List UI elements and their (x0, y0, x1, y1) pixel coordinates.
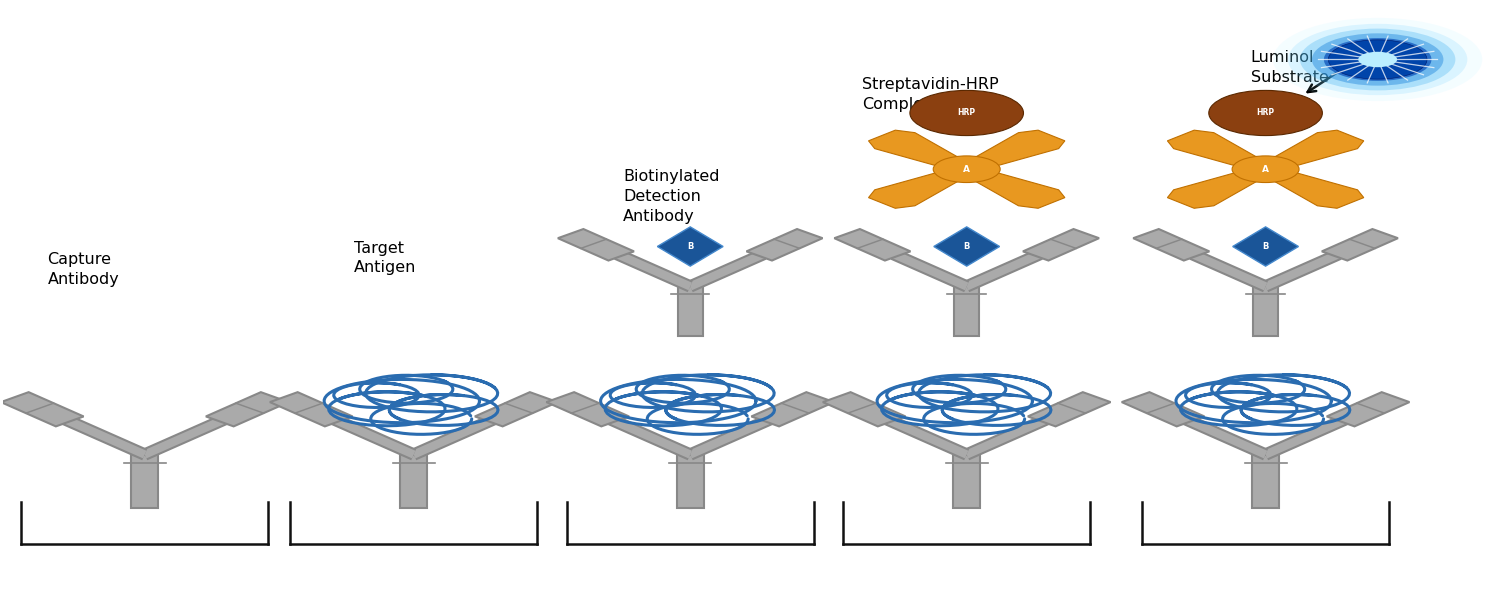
Polygon shape (868, 130, 974, 172)
Polygon shape (476, 392, 558, 427)
Polygon shape (1326, 392, 1410, 427)
Circle shape (1324, 38, 1431, 81)
FancyBboxPatch shape (678, 286, 702, 335)
Polygon shape (1122, 392, 1204, 427)
Circle shape (1358, 52, 1396, 67)
Text: B: B (1263, 242, 1269, 251)
Text: HRP: HRP (957, 109, 976, 118)
FancyBboxPatch shape (132, 455, 158, 508)
Polygon shape (1258, 130, 1364, 172)
Polygon shape (960, 130, 1065, 172)
Text: HRP: HRP (1257, 109, 1275, 118)
Polygon shape (824, 392, 906, 427)
Circle shape (933, 156, 1000, 182)
Polygon shape (960, 166, 1065, 208)
Circle shape (1312, 34, 1443, 86)
Polygon shape (1028, 392, 1110, 427)
Circle shape (1300, 29, 1455, 91)
Circle shape (1209, 91, 1323, 136)
Polygon shape (270, 392, 352, 427)
FancyBboxPatch shape (1252, 286, 1278, 335)
Circle shape (1288, 24, 1467, 95)
Polygon shape (934, 227, 999, 266)
Circle shape (910, 91, 1023, 136)
FancyBboxPatch shape (952, 455, 980, 508)
Text: B: B (687, 242, 693, 251)
FancyBboxPatch shape (676, 455, 703, 508)
Polygon shape (868, 166, 974, 208)
Polygon shape (1167, 130, 1274, 172)
FancyBboxPatch shape (954, 286, 980, 335)
FancyBboxPatch shape (1252, 455, 1280, 508)
Text: Streptavidin-HRP
Complex: Streptavidin-HRP Complex (862, 77, 999, 112)
Polygon shape (752, 392, 834, 427)
Polygon shape (1233, 227, 1299, 266)
Polygon shape (834, 229, 910, 260)
Text: B: B (963, 242, 970, 251)
Polygon shape (206, 392, 288, 427)
Text: Biotinylated
Detection
Antibody: Biotinylated Detection Antibody (622, 169, 720, 224)
Polygon shape (1023, 229, 1100, 260)
Polygon shape (1167, 166, 1274, 208)
Polygon shape (1258, 166, 1364, 208)
Text: Luminol
Substrate: Luminol Substrate (1251, 50, 1329, 85)
Polygon shape (558, 229, 634, 260)
Polygon shape (657, 227, 723, 266)
Polygon shape (2, 392, 84, 427)
Circle shape (1232, 156, 1299, 182)
Text: A: A (963, 165, 970, 174)
Polygon shape (747, 229, 822, 260)
Circle shape (1274, 18, 1482, 101)
Polygon shape (546, 392, 628, 427)
Text: A: A (1262, 165, 1269, 174)
FancyBboxPatch shape (400, 455, 427, 508)
Text: Target
Antigen: Target Antigen (354, 241, 417, 275)
Polygon shape (1132, 229, 1209, 260)
Circle shape (1329, 40, 1426, 79)
Polygon shape (1322, 229, 1398, 260)
Text: Capture
Antibody: Capture Antibody (48, 253, 120, 287)
